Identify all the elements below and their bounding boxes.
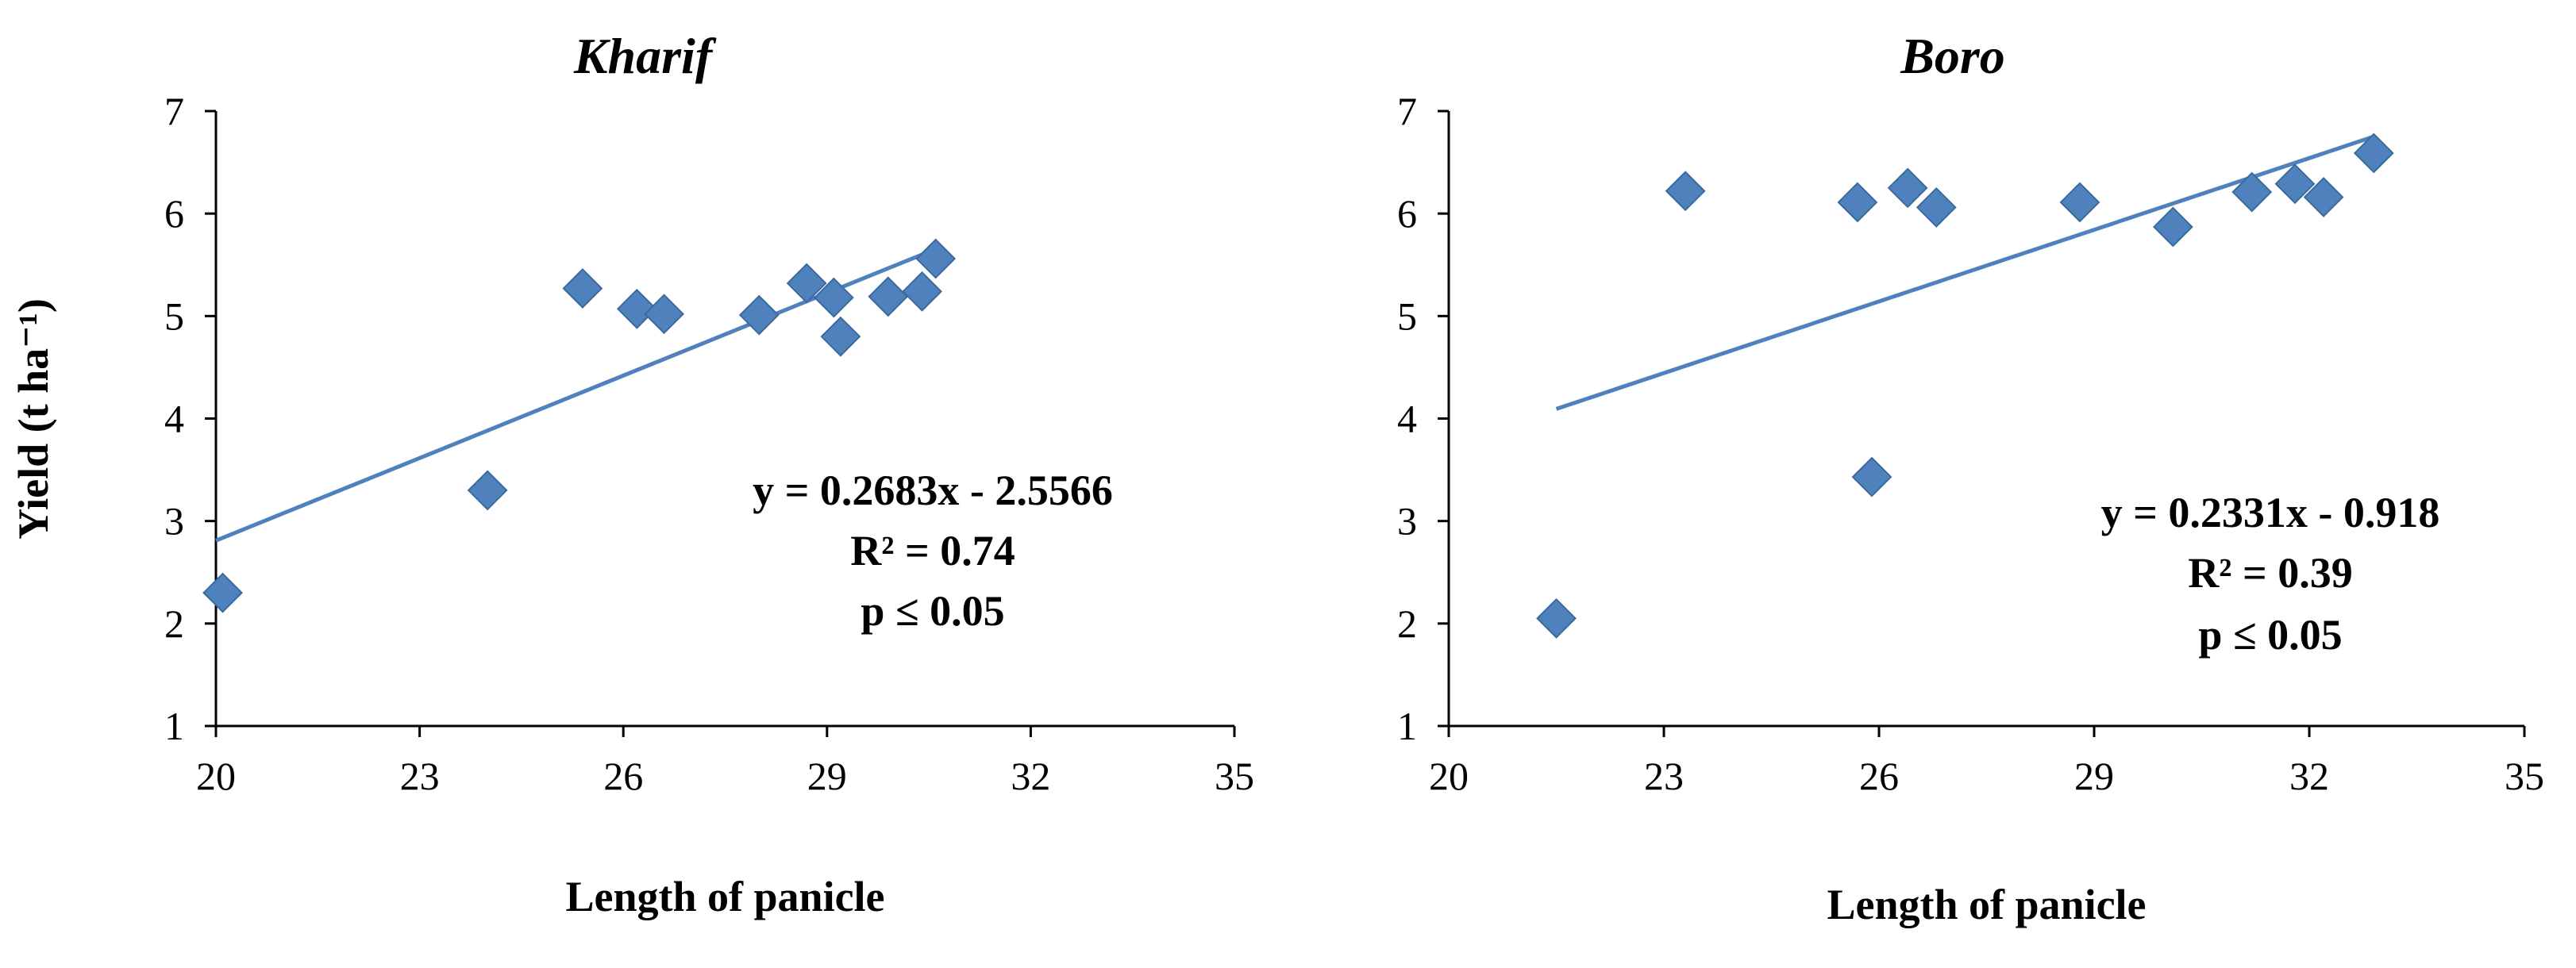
data-point	[868, 276, 909, 317]
x-tick-label: 20	[196, 754, 236, 798]
y-tick-label: 5	[164, 294, 184, 338]
x-axis-title: Length of panicle	[565, 873, 884, 920]
y-tick-label: 1	[164, 704, 184, 748]
x-tick-label: 23	[1644, 754, 1684, 798]
chart-title: Kharif	[573, 28, 717, 84]
data-point	[2059, 182, 2100, 223]
data-point	[1837, 182, 1878, 223]
data-point	[562, 268, 603, 309]
chart-title: Boro	[1900, 28, 2005, 84]
x-tick-label: 29	[807, 754, 847, 798]
x-tick-label: 20	[1429, 754, 1469, 798]
regression-annotation: R² = 0.39	[2188, 549, 2352, 597]
data-point	[820, 316, 861, 357]
x-axis-title: Length of panicle	[1827, 881, 2146, 928]
y-tick-label: 5	[1397, 294, 1417, 338]
regression-annotation: R² = 0.74	[850, 527, 1015, 574]
y-tick-label: 3	[164, 499, 184, 544]
data-point	[738, 294, 780, 336]
y-tick-label: 6	[164, 191, 184, 236]
data-point	[1665, 171, 1706, 212]
regression-annotation: p ≤ 0.05	[2198, 611, 2342, 659]
x-tick-label: 26	[603, 754, 643, 798]
data-point	[2152, 206, 2193, 248]
y-tick-label: 6	[1397, 191, 1417, 236]
regression-annotation: p ≤ 0.05	[861, 587, 1004, 635]
y-tick-label: 7	[1397, 89, 1417, 133]
data-point	[2274, 163, 2316, 205]
data-point	[1916, 187, 1957, 228]
y-tick-label: 2	[1397, 601, 1417, 646]
y-tick-label: 3	[1397, 499, 1417, 544]
x-tick-label: 23	[400, 754, 440, 798]
data-point	[467, 470, 508, 511]
y-tick-label: 7	[164, 89, 184, 133]
data-point	[644, 294, 684, 335]
data-point	[616, 288, 657, 329]
data-point	[902, 271, 942, 312]
data-point	[2353, 133, 2394, 174]
x-tick-label: 26	[1859, 754, 1899, 798]
x-tick-label: 35	[1215, 754, 1254, 798]
data-point	[786, 263, 827, 304]
data-point	[202, 572, 243, 613]
y-tick-label: 1	[1397, 704, 1417, 748]
data-point	[2303, 177, 2344, 217]
data-point	[2231, 171, 2273, 213]
x-tick-label: 35	[2505, 754, 2544, 798]
y-tick-label: 4	[1397, 397, 1417, 441]
y-axis-title: Yield (t ha⁻¹)	[10, 298, 57, 540]
data-point	[813, 277, 854, 318]
y-tick-label: 4	[164, 397, 184, 441]
data-point	[1536, 597, 1577, 639]
data-point	[1851, 456, 1893, 497]
x-tick-label: 32	[1011, 754, 1050, 798]
regression-annotation: y = 0.2331x - 0.918	[2101, 489, 2440, 536]
x-tick-label: 29	[2074, 754, 2114, 798]
regression-annotation: y = 0.2683x - 2.5566	[753, 467, 1113, 514]
data-point	[915, 238, 957, 279]
trendline	[1555, 134, 2375, 411]
y-tick-label: 2	[164, 601, 184, 646]
x-tick-label: 32	[2289, 754, 2329, 798]
data-point	[1887, 167, 1928, 209]
